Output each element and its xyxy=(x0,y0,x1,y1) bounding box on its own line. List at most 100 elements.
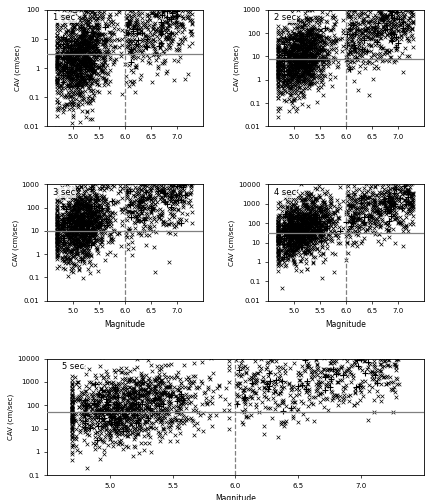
Point xyxy=(282,229,289,237)
Point xyxy=(61,102,68,110)
Point xyxy=(406,204,413,212)
Point xyxy=(70,204,77,212)
Point xyxy=(105,70,112,78)
Point xyxy=(65,258,71,266)
Point xyxy=(275,68,282,76)
Point xyxy=(96,219,103,227)
Point xyxy=(294,210,301,218)
Point xyxy=(297,62,303,70)
Point xyxy=(86,404,93,411)
Point xyxy=(143,380,150,388)
Point xyxy=(142,426,149,434)
Point xyxy=(152,376,158,384)
Point xyxy=(386,215,393,223)
Point xyxy=(143,12,150,20)
Point xyxy=(304,218,311,226)
Point xyxy=(82,4,89,12)
Point xyxy=(113,388,120,396)
Point xyxy=(76,240,83,248)
Point xyxy=(111,394,118,402)
Point xyxy=(107,170,114,177)
Point xyxy=(72,46,79,54)
Point xyxy=(387,22,394,30)
Point xyxy=(76,252,83,260)
Point xyxy=(294,246,301,254)
Point xyxy=(296,221,303,229)
Point xyxy=(69,56,76,64)
Point xyxy=(315,226,322,234)
Point xyxy=(62,52,69,60)
Point xyxy=(69,403,76,411)
Point xyxy=(67,55,74,63)
Point xyxy=(79,92,86,100)
Point xyxy=(403,209,410,217)
Point xyxy=(149,397,156,405)
Point xyxy=(357,0,363,7)
Point xyxy=(83,203,90,211)
Point xyxy=(101,42,108,50)
Point xyxy=(250,371,256,379)
Point xyxy=(71,216,77,224)
Point xyxy=(73,48,80,56)
Point xyxy=(303,44,310,52)
Point xyxy=(116,415,123,423)
Point xyxy=(132,172,139,180)
Point xyxy=(306,224,313,232)
Point xyxy=(285,36,292,44)
Point xyxy=(70,223,77,231)
Point xyxy=(68,50,75,58)
Point xyxy=(89,42,95,50)
Point xyxy=(291,68,298,76)
Point xyxy=(348,335,355,343)
Point xyxy=(157,172,164,180)
Point xyxy=(298,44,305,52)
Point xyxy=(152,408,158,416)
Point xyxy=(59,222,66,230)
Point xyxy=(300,59,307,67)
Point xyxy=(299,54,306,62)
Point xyxy=(68,214,75,222)
Point xyxy=(54,246,61,254)
Point xyxy=(84,204,91,212)
Point xyxy=(153,185,160,193)
Point xyxy=(275,246,282,254)
Point xyxy=(105,404,112,412)
Point xyxy=(313,49,320,57)
Point xyxy=(83,54,90,62)
Point xyxy=(180,183,187,191)
Point xyxy=(89,229,95,237)
Point xyxy=(77,232,84,240)
Point xyxy=(72,200,79,208)
Point xyxy=(146,33,152,41)
Point xyxy=(295,226,302,234)
Point xyxy=(71,41,77,49)
Point xyxy=(136,406,143,413)
Point xyxy=(89,388,96,396)
Point xyxy=(68,204,75,212)
Point xyxy=(143,412,150,420)
Point xyxy=(304,200,311,208)
Point xyxy=(273,349,280,357)
Point xyxy=(144,418,151,426)
Point xyxy=(348,32,355,40)
Point xyxy=(75,228,82,236)
Point xyxy=(106,174,113,182)
Point xyxy=(71,218,78,226)
Point xyxy=(290,252,297,260)
Point xyxy=(63,64,70,72)
Point xyxy=(284,203,291,211)
Point xyxy=(93,436,100,444)
Point xyxy=(175,170,182,178)
Point xyxy=(173,159,180,167)
Point xyxy=(291,230,297,238)
Point xyxy=(74,82,81,90)
Point xyxy=(288,220,294,228)
Point xyxy=(289,61,296,69)
Point xyxy=(297,192,304,200)
Point xyxy=(297,238,304,246)
Point xyxy=(299,244,306,252)
Point xyxy=(68,234,75,242)
Point xyxy=(296,222,303,230)
Point xyxy=(116,408,122,416)
Point xyxy=(140,204,147,212)
